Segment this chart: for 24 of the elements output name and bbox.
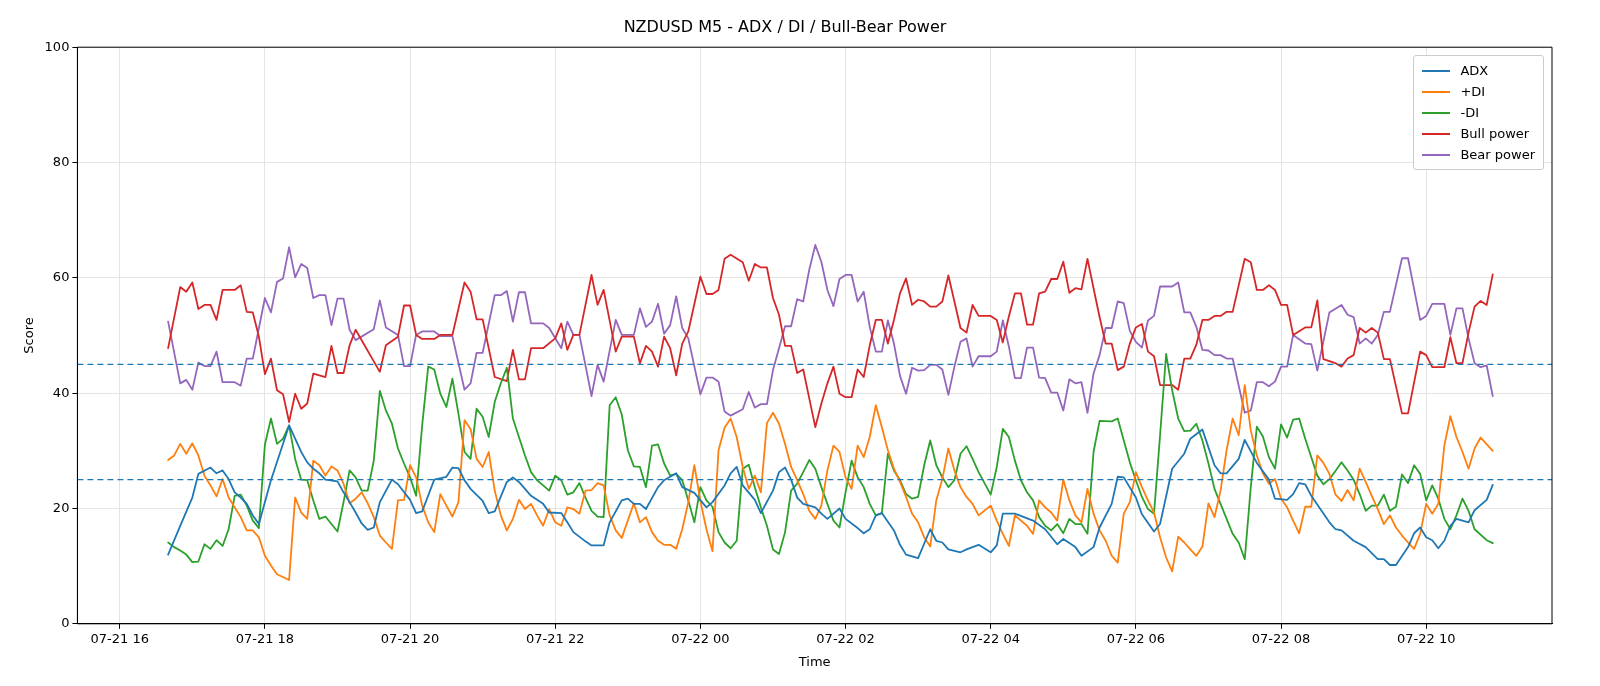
y-tick-label: 20	[52, 499, 70, 515]
y-tick-label: 60	[52, 269, 70, 285]
y-tick-label: 100	[44, 38, 70, 54]
x-tick-label: 07-21 22	[526, 630, 585, 646]
x-tick-label: 07-22 08	[1251, 630, 1311, 646]
y-tick-label: 0	[61, 615, 70, 631]
x-tick-label: 07-22 00	[671, 630, 730, 646]
x-tick-label: 07-22 10	[1396, 630, 1456, 646]
x-axis-title: Time	[797, 653, 831, 669]
legend-label: ADX	[1460, 63, 1489, 79]
x-tick-label: 07-22 04	[961, 630, 1020, 646]
y-axis-title: Score	[21, 317, 37, 354]
y-tick-label: 80	[52, 153, 70, 169]
x-tick-label: 07-22 06	[1106, 630, 1166, 646]
legend-label: +DI	[1460, 84, 1486, 100]
chart-title: NZDUSD M5 - ADX / DI / Bull-Bear Power	[623, 16, 947, 36]
legend-label: Bear power	[1460, 147, 1535, 163]
x-tick-label: 07-21 18	[235, 630, 295, 646]
x-tick-label: 07-21 16	[90, 630, 149, 646]
legend-label: Bull power	[1460, 126, 1530, 142]
x-tick-label: 07-22 02	[816, 630, 875, 646]
y-tick-label: 40	[52, 384, 70, 400]
x-tick-label: 07-21 20	[380, 630, 440, 646]
legend-label: -DI	[1460, 105, 1479, 121]
